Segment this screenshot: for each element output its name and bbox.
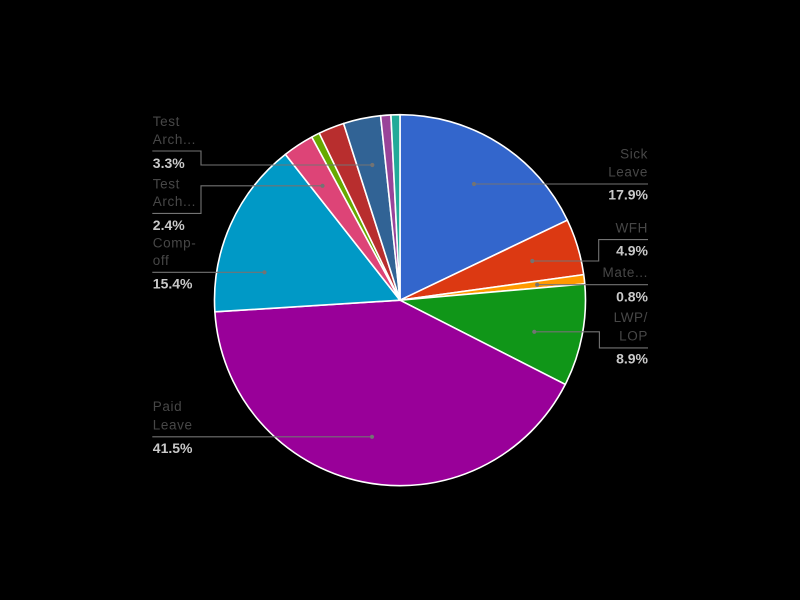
svg-text:Test: Test — [153, 114, 180, 129]
svg-text:Arch...: Arch... — [153, 132, 196, 147]
svg-text:41.5%: 41.5% — [153, 440, 193, 456]
svg-text:4.9%: 4.9% — [616, 243, 648, 259]
svg-text:Leave: Leave — [153, 418, 193, 433]
svg-text:Sick: Sick — [620, 147, 648, 162]
svg-text:Comp-: Comp- — [153, 235, 197, 250]
svg-text:0.8%: 0.8% — [616, 289, 648, 305]
svg-text:8.9%: 8.9% — [616, 351, 648, 367]
svg-text:LOP: LOP — [619, 329, 648, 344]
svg-text:3.3%: 3.3% — [153, 155, 185, 171]
svg-text:2.4%: 2.4% — [153, 217, 185, 233]
svg-text:Leave: Leave — [608, 165, 648, 180]
svg-text:Test: Test — [153, 176, 180, 191]
svg-text:LWP/: LWP/ — [614, 310, 648, 325]
svg-text:17.9%: 17.9% — [608, 187, 648, 203]
svg-text:WFH: WFH — [615, 220, 648, 235]
svg-text:off: off — [153, 253, 170, 268]
svg-text:Paid: Paid — [153, 399, 182, 414]
svg-text:15.4%: 15.4% — [153, 276, 193, 292]
svg-text:Mate...: Mate... — [603, 265, 648, 280]
svg-text:Arch...: Arch... — [153, 194, 196, 209]
